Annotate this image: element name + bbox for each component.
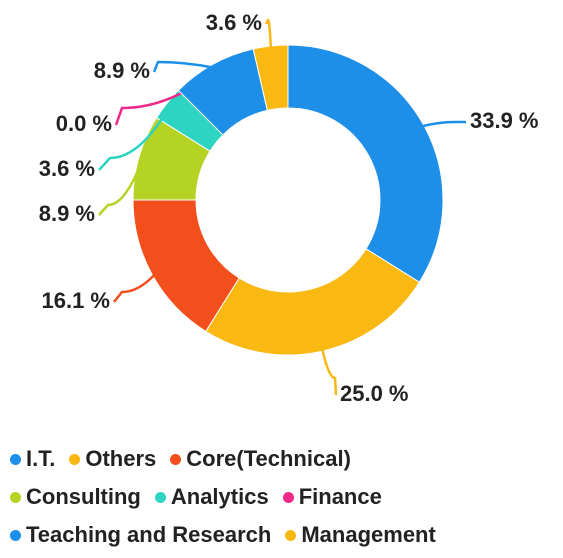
- legend-swatch: [10, 491, 21, 503]
- legend-swatch: [69, 453, 81, 465]
- legend-item: Teaching and Research: [10, 522, 271, 548]
- leader-line: [264, 18, 273, 51]
- legend-label: Management: [301, 522, 436, 547]
- data-label: 0.0 %: [56, 111, 112, 136]
- legend-label: Consulting: [26, 484, 141, 509]
- slice: [205, 248, 421, 356]
- slice: [252, 44, 289, 111]
- leader-line: [419, 120, 466, 129]
- data-label: 25.0 %: [340, 381, 409, 406]
- data-label: 3.6 %: [206, 10, 262, 35]
- leader-line: [114, 92, 182, 126]
- leader-line: [320, 346, 338, 396]
- legend-item: Others: [69, 446, 156, 472]
- legend-row: I.T. Others Core(Technical): [10, 440, 560, 478]
- legend-swatch: [285, 529, 297, 541]
- legend-item: Analytics: [154, 484, 269, 510]
- legend-item: Management: [285, 522, 436, 548]
- leader-line: [98, 157, 145, 216]
- legend-swatch: [10, 529, 21, 541]
- legend-label: I.T.: [26, 446, 56, 471]
- data-label: 33.9 %: [470, 108, 539, 133]
- leader-line: [98, 105, 171, 171]
- data-label: 3.6 %: [39, 156, 95, 181]
- leader-line: [113, 272, 157, 303]
- data-label: 16.1 %: [42, 288, 111, 313]
- legend-label: Teaching and Research: [26, 522, 272, 547]
- legend-row: Teaching and Research Management: [10, 516, 560, 554]
- data-label: 8.9 %: [94, 58, 150, 83]
- legend-label: Others: [85, 446, 157, 471]
- chart: 33.9 % 25.0 % 16.1 % 8.9 % 3.6 % 0.0 % 8.9 % 3.…: [39, 10, 539, 406]
- legend-item: Consulting: [10, 484, 141, 510]
- legend-label: Core(Technical): [186, 446, 351, 471]
- legend-item: Core(Technical): [170, 446, 351, 472]
- legend-swatch: [154, 491, 166, 503]
- leader-line: [152, 60, 216, 73]
- legend-swatch: [170, 453, 182, 465]
- legend-swatch: [282, 491, 294, 503]
- legend-item: I.T.: [10, 446, 55, 472]
- legend-label: Finance: [298, 484, 382, 509]
- legend-item: Finance: [282, 484, 382, 510]
- slice: [287, 44, 444, 283]
- legend-label: Analytics: [170, 484, 269, 509]
- data-label: 8.9 %: [39, 201, 95, 226]
- legend: I.T. Others Core(Technical) Consulting Analy…: [10, 440, 560, 554]
- legend-swatch: [10, 453, 21, 465]
- legend-row: Consulting Analytics Finance: [10, 478, 560, 516]
